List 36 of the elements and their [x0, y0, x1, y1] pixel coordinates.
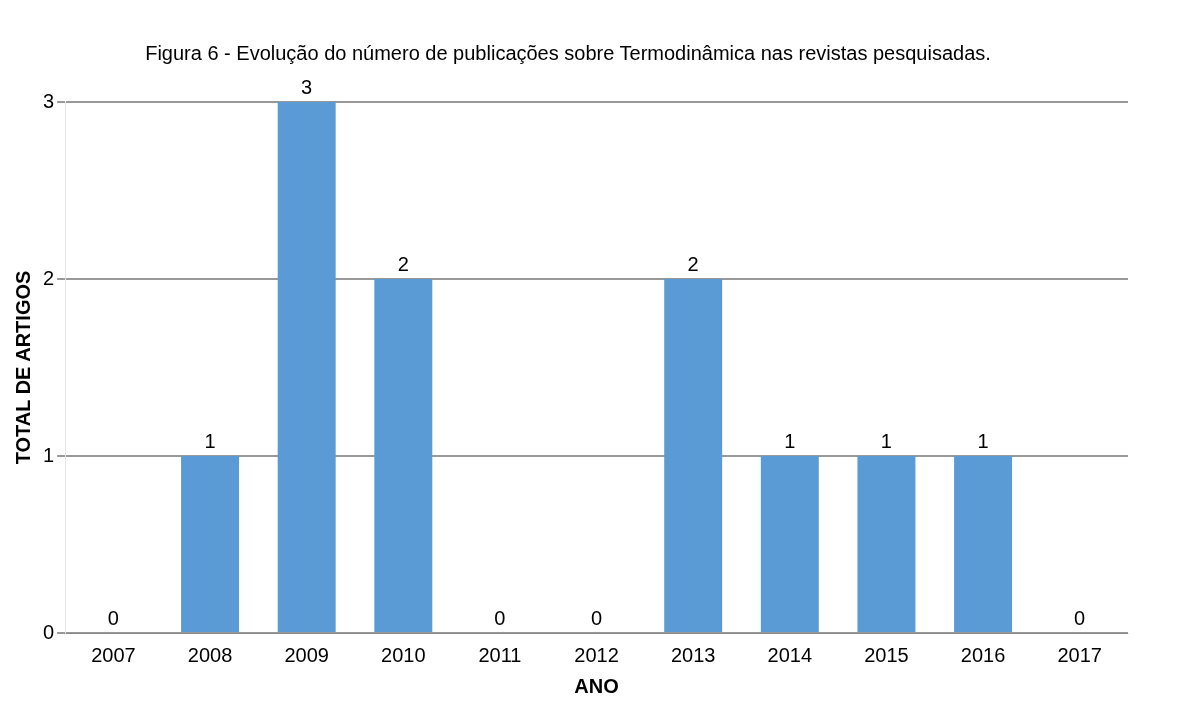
data-label: 2	[687, 252, 699, 275]
x-axis-title: ANO	[574, 674, 619, 697]
y-tick-label: 2	[43, 266, 55, 289]
x-tick-label: 2010	[381, 643, 426, 666]
x-tick-label: 2014	[767, 643, 813, 666]
bar	[664, 279, 723, 632]
x-tick-label: 2015	[864, 643, 909, 666]
data-label: 2	[397, 252, 409, 275]
data-label: 1	[784, 429, 796, 452]
bar	[954, 456, 1013, 632]
x-tick-label: 2013	[670, 643, 716, 666]
bar	[760, 456, 819, 632]
x-tick-label: 2007	[91, 643, 136, 666]
x-tick-label: 2011	[478, 643, 522, 666]
bar	[857, 456, 916, 632]
bar	[374, 279, 433, 632]
chart-title: Figura 6 - Evolução do número de publicações sobre Termodinâmica nas revistas pesquisadas.	[145, 41, 991, 64]
data-label: 0	[107, 606, 119, 629]
bar	[277, 102, 336, 632]
data-label: 3	[301, 75, 313, 98]
x-tick-label: 2009	[284, 643, 329, 666]
data-label: 1	[977, 429, 989, 452]
y-tick-label: 1	[43, 443, 55, 466]
y-tick-label: 3	[43, 89, 55, 112]
data-label: 0	[1074, 606, 1086, 629]
data-label: 1	[204, 429, 216, 452]
data-label: 1	[880, 429, 892, 452]
x-tick-label: 2017	[1057, 643, 1102, 666]
x-tick-label: 2016	[960, 643, 1006, 666]
data-label: 0	[591, 606, 603, 629]
data-label: 0	[494, 606, 506, 629]
x-tick-label: 2008	[187, 643, 233, 666]
x-tick-label: 2012	[574, 643, 619, 666]
y-axis-title: TOTAL DE ARTIGOS	[11, 270, 34, 465]
bar	[181, 456, 240, 632]
y-tick-label: 0	[43, 620, 55, 643]
